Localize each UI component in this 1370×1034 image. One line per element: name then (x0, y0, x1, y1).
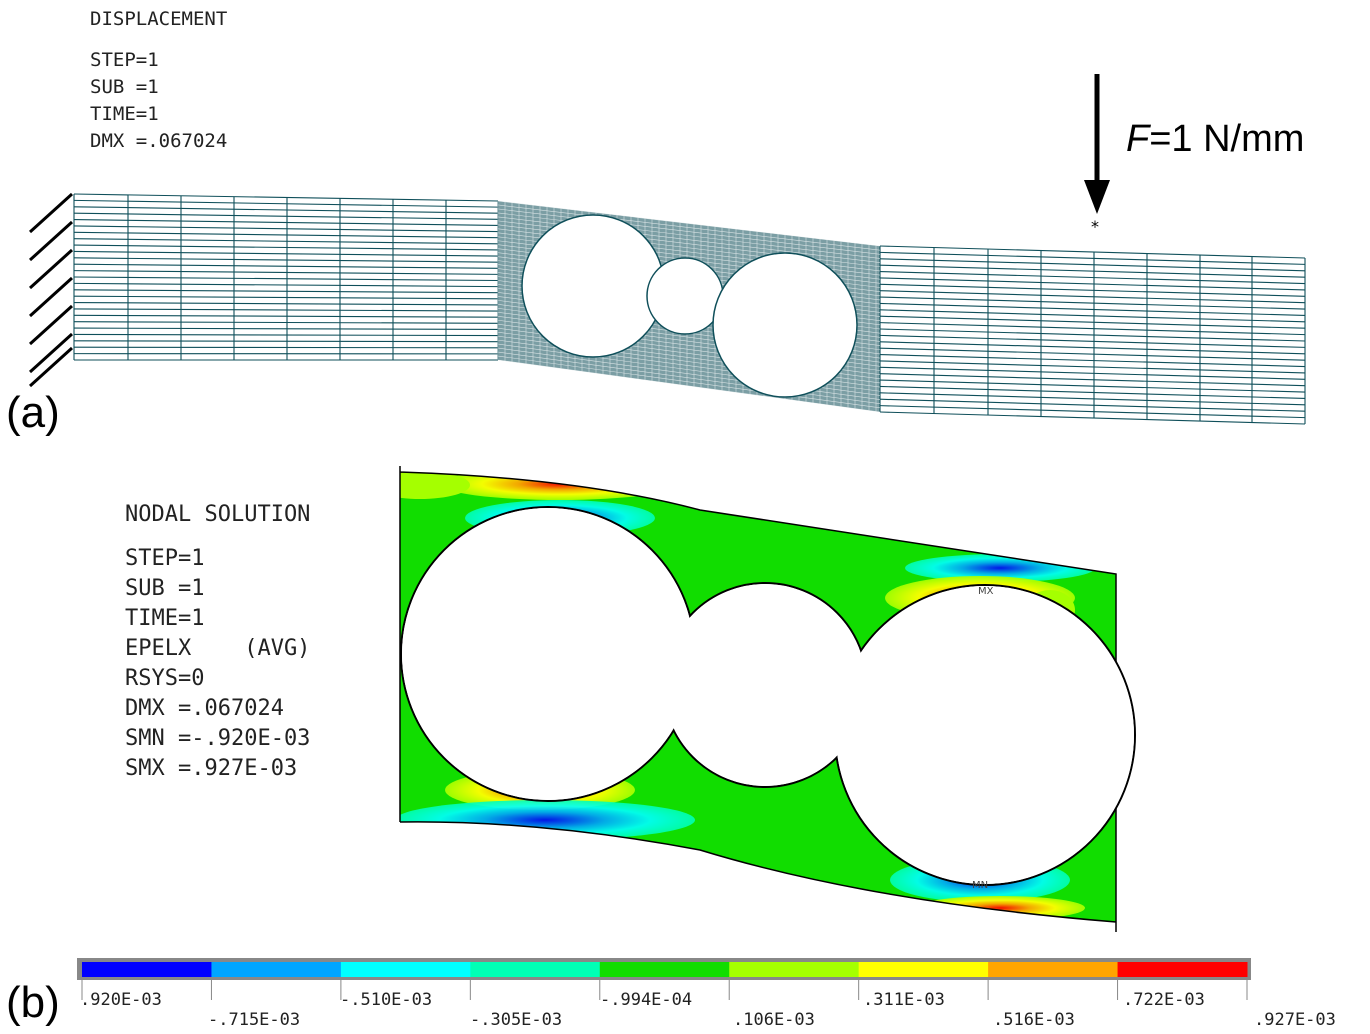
contour-outline (399, 466, 1117, 932)
colorbar-label: .311E-03 (863, 990, 945, 1010)
max-marker: MX (978, 586, 994, 597)
panel-b-info-line: SMN =-.920E-03 (125, 726, 311, 751)
panel-b-info-line: SMX =.927E-03 (125, 756, 298, 781)
colorbar-cell (858, 962, 989, 977)
panel-a-info-line: STEP=1 (90, 49, 159, 71)
panel-a-info-line: SUB =1 (90, 76, 159, 98)
colorbar-cell (340, 962, 471, 977)
min-marker: MN (972, 880, 988, 891)
panel-a-title: DISPLACEMENT (90, 8, 228, 30)
colorbar-cell (988, 962, 1119, 977)
colorbar-cell (599, 962, 730, 977)
colorbar-label: .106E-03 (733, 1010, 815, 1030)
panel-b-info-line: STEP=1 (125, 546, 205, 571)
colorbar-label: .920E-03 (80, 990, 162, 1010)
panel-b-label: (b) (6, 978, 60, 1027)
panel-b-info-line: DMX =.067024 (125, 696, 284, 721)
panel-a-info: DISPLACEMENT STEP=1 SUB =1 TIME=1 DMX =.… (90, 6, 227, 155)
svg-text:*: * (1091, 217, 1099, 236)
force-value: =1 N/mm (1149, 118, 1305, 160)
panel-b-title: NODAL SOLUTION (125, 502, 311, 527)
mesh-holes (521, 214, 858, 398)
panel-b-info: NODAL SOLUTION STEP=1 SUB =1 TIME=1 EPEL… (125, 500, 310, 784)
colorbar-label: -.510E-03 (340, 990, 433, 1010)
fixed-support-hatch (28, 192, 74, 388)
panel-b-info-line: SUB =1 (125, 576, 205, 601)
panel-b-info-line: TIME=1 (125, 606, 205, 631)
panel-b-info-line: RSYS=0 (125, 666, 205, 691)
colorbar (77, 958, 1251, 1000)
colorbar-cell (470, 962, 601, 977)
panel-b-info-line: EPELX (AVG) (125, 636, 311, 661)
colorbar-label: -.305E-03 (470, 1010, 563, 1030)
colorbar-cell (211, 962, 342, 977)
colorbar-label: .927E-03 (1254, 1010, 1336, 1030)
force-label: F=1 N/mm (1126, 118, 1304, 161)
colorbar-label: .722E-03 (1123, 990, 1205, 1010)
colorbar-label: -.994E-04 (600, 990, 693, 1010)
deformed-mesh (73, 193, 1306, 425)
colorbar-cell (729, 962, 860, 977)
force-symbol: F (1126, 118, 1150, 160)
colorbar-cell (82, 962, 212, 977)
force-arrow: * (1084, 74, 1110, 236)
colorbar-label: -.715E-03 (208, 1010, 301, 1030)
panel-a-label: (a) (6, 388, 60, 437)
colorbar-cell (1117, 962, 1248, 977)
colorbar-label: .516E-03 (993, 1010, 1075, 1030)
panel-a-info-line: DMX =.067024 (90, 130, 228, 152)
panel-a-info-line: TIME=1 (90, 103, 159, 125)
